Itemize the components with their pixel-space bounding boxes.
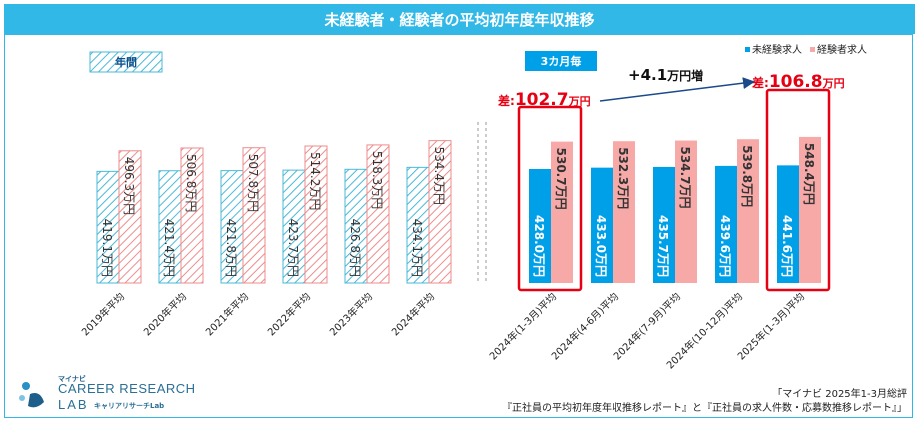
legend-swatch-inexperienced [745, 47, 750, 52]
logo-mynavi-text: マイナビ [58, 375, 86, 383]
logo-lab-text: LAB [58, 397, 89, 412]
lab-logo-icon [19, 382, 44, 408]
highlight-box-2025q1 [765, 88, 831, 292]
value-label-experienced-2: 507.8万円 [246, 154, 260, 212]
value-label-inexperienced-6: 428.0万円 [532, 215, 546, 277]
category-label-6: 2024年(1-3月)平均 [487, 290, 560, 363]
difference-label-2025q1: 差:106.8万円 [751, 72, 845, 92]
difference-label-2024q1: 差:102.7万円 [497, 90, 591, 110]
quarterly-section-label: 3カ月毎 [541, 54, 582, 68]
value-label-experienced-0: 496.3万円 [122, 157, 136, 215]
source-line-1: 「マイナビ 2025年1-3月総評 [772, 389, 907, 400]
category-label-1: 2020年平均 [141, 290, 189, 338]
annual-section-box [89, 51, 163, 73]
value-label-experienced-4: 518.3万円 [370, 151, 384, 209]
value-label-experienced-8: 534.7万円 [678, 147, 692, 209]
bar-inexperienced-10 [777, 165, 799, 283]
value-label-experienced-7: 532.3万円 [616, 147, 630, 209]
value-label-experienced-1: 506.8万円 [184, 154, 198, 212]
category-label-5: 2024年平均 [389, 290, 437, 338]
value-label-inexperienced-0: 419.1万円 [100, 219, 114, 277]
value-label-inexperienced-2: 421.8万円 [224, 219, 238, 277]
category-label-4: 2023年平均 [327, 290, 375, 338]
value-label-inexperienced-1: 421.4万円 [162, 219, 176, 277]
value-label-experienced-9: 539.8万円 [740, 145, 754, 207]
bar-experienced-10 [799, 136, 821, 283]
quarterly-section-box [525, 51, 597, 71]
value-label-experienced-10: 548.4万円 [802, 143, 816, 205]
career-research-lab-logo: マイナビ CAREER RESEARCH LAB キャリアリサーチLab [14, 372, 196, 418]
bar-experienced-4 [366, 144, 390, 284]
value-label-inexperienced-9: 439.6万円 [718, 215, 732, 277]
legend-label-inexperienced: 未経験求人 [752, 43, 802, 56]
bar-inexperienced-6 [529, 168, 551, 283]
category-label-10: 2025年(1-3月)平均 [735, 290, 808, 363]
annual-section-label: 年間 [115, 55, 137, 69]
increase-arrow [599, 77, 755, 102]
bar-inexperienced-9 [715, 165, 737, 283]
value-label-experienced-3: 514.2万円 [308, 152, 322, 210]
bar-experienced-9 [737, 139, 759, 283]
increase-label: +4.1万円増 [628, 66, 703, 84]
bar-inexperienced-8 [653, 166, 675, 283]
chart-frame [4, 34, 913, 418]
category-label-2: 2021年平均 [203, 290, 251, 338]
bar-experienced-1 [180, 147, 204, 284]
bar-experienced-0 [118, 150, 142, 284]
bar-experienced-3 [304, 145, 328, 284]
value-label-inexperienced-5: 434.1万円 [410, 219, 424, 277]
bars-layer [96, 136, 821, 284]
bar-experienced-2 [242, 147, 266, 284]
bar-inexperienced-7 [591, 167, 613, 283]
chart-title: 未経験者・経験者の平均初年度年収推移 [4, 4, 915, 34]
bar-experienced-7 [613, 141, 635, 283]
value-label-inexperienced-8: 435.7万円 [656, 215, 670, 277]
value-label-inexperienced-10: 441.6万円 [780, 215, 794, 277]
highlight-box-2024q1 [517, 105, 583, 292]
legend-label-experienced: 経験者求人 [817, 43, 867, 56]
category-label-8: 2024年(7-9月)平均 [611, 290, 684, 363]
value-label-inexperienced-4: 426.8万円 [348, 219, 362, 277]
value-label-experienced-5: 534.4万円 [432, 147, 446, 205]
logo-sub-text: キャリアリサーチLab [94, 402, 165, 410]
logo-main-text: CAREER RESEARCH [58, 381, 196, 396]
bar-experienced-8 [675, 140, 697, 283]
value-label-inexperienced-7: 433.0万円 [594, 215, 608, 277]
category-label-3: 2022年平均 [265, 290, 313, 338]
source-line-2: 『正社員の平均初年度年収推移レポート』と『正社員の求人件数・応募数推移レポート』… [502, 403, 907, 414]
legend-swatch-experienced [810, 47, 815, 52]
value-label-experienced-6: 530.7万円 [554, 148, 568, 210]
source-note: 「マイナビ 2025年1-3月総評 『正社員の平均初年度年収推移レポート』と『正… [502, 388, 907, 416]
value-label-inexperienced-3: 423.7万円 [286, 219, 300, 277]
bar-experienced-5 [428, 140, 452, 284]
category-label-0: 2019年平均 [79, 290, 127, 338]
bar-experienced-6 [551, 141, 573, 283]
category-label-7: 2024年(4-6月)平均 [549, 290, 622, 363]
